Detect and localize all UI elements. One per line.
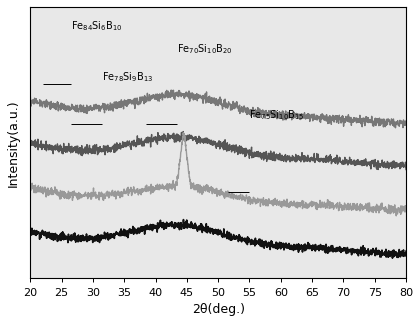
Text: Fe$_{78}$Si$_9$B$_{13}$: Fe$_{78}$Si$_9$B$_{13}$ (102, 70, 154, 84)
Y-axis label: Intensity(a.u.): Intensity(a.u.) (7, 99, 20, 186)
Text: Fe$_{84}$Si$_6$B$_{10}$: Fe$_{84}$Si$_6$B$_{10}$ (71, 19, 122, 33)
Text: Fe$_{75}$Si$_{10}$B$_{15}$: Fe$_{75}$Si$_{10}$B$_{15}$ (249, 108, 305, 122)
X-axis label: 2θ(deg.): 2θ(deg.) (192, 303, 245, 316)
Text: Fe$_{70}$Si$_{10}$B$_{20}$: Fe$_{70}$Si$_{10}$B$_{20}$ (178, 42, 233, 56)
